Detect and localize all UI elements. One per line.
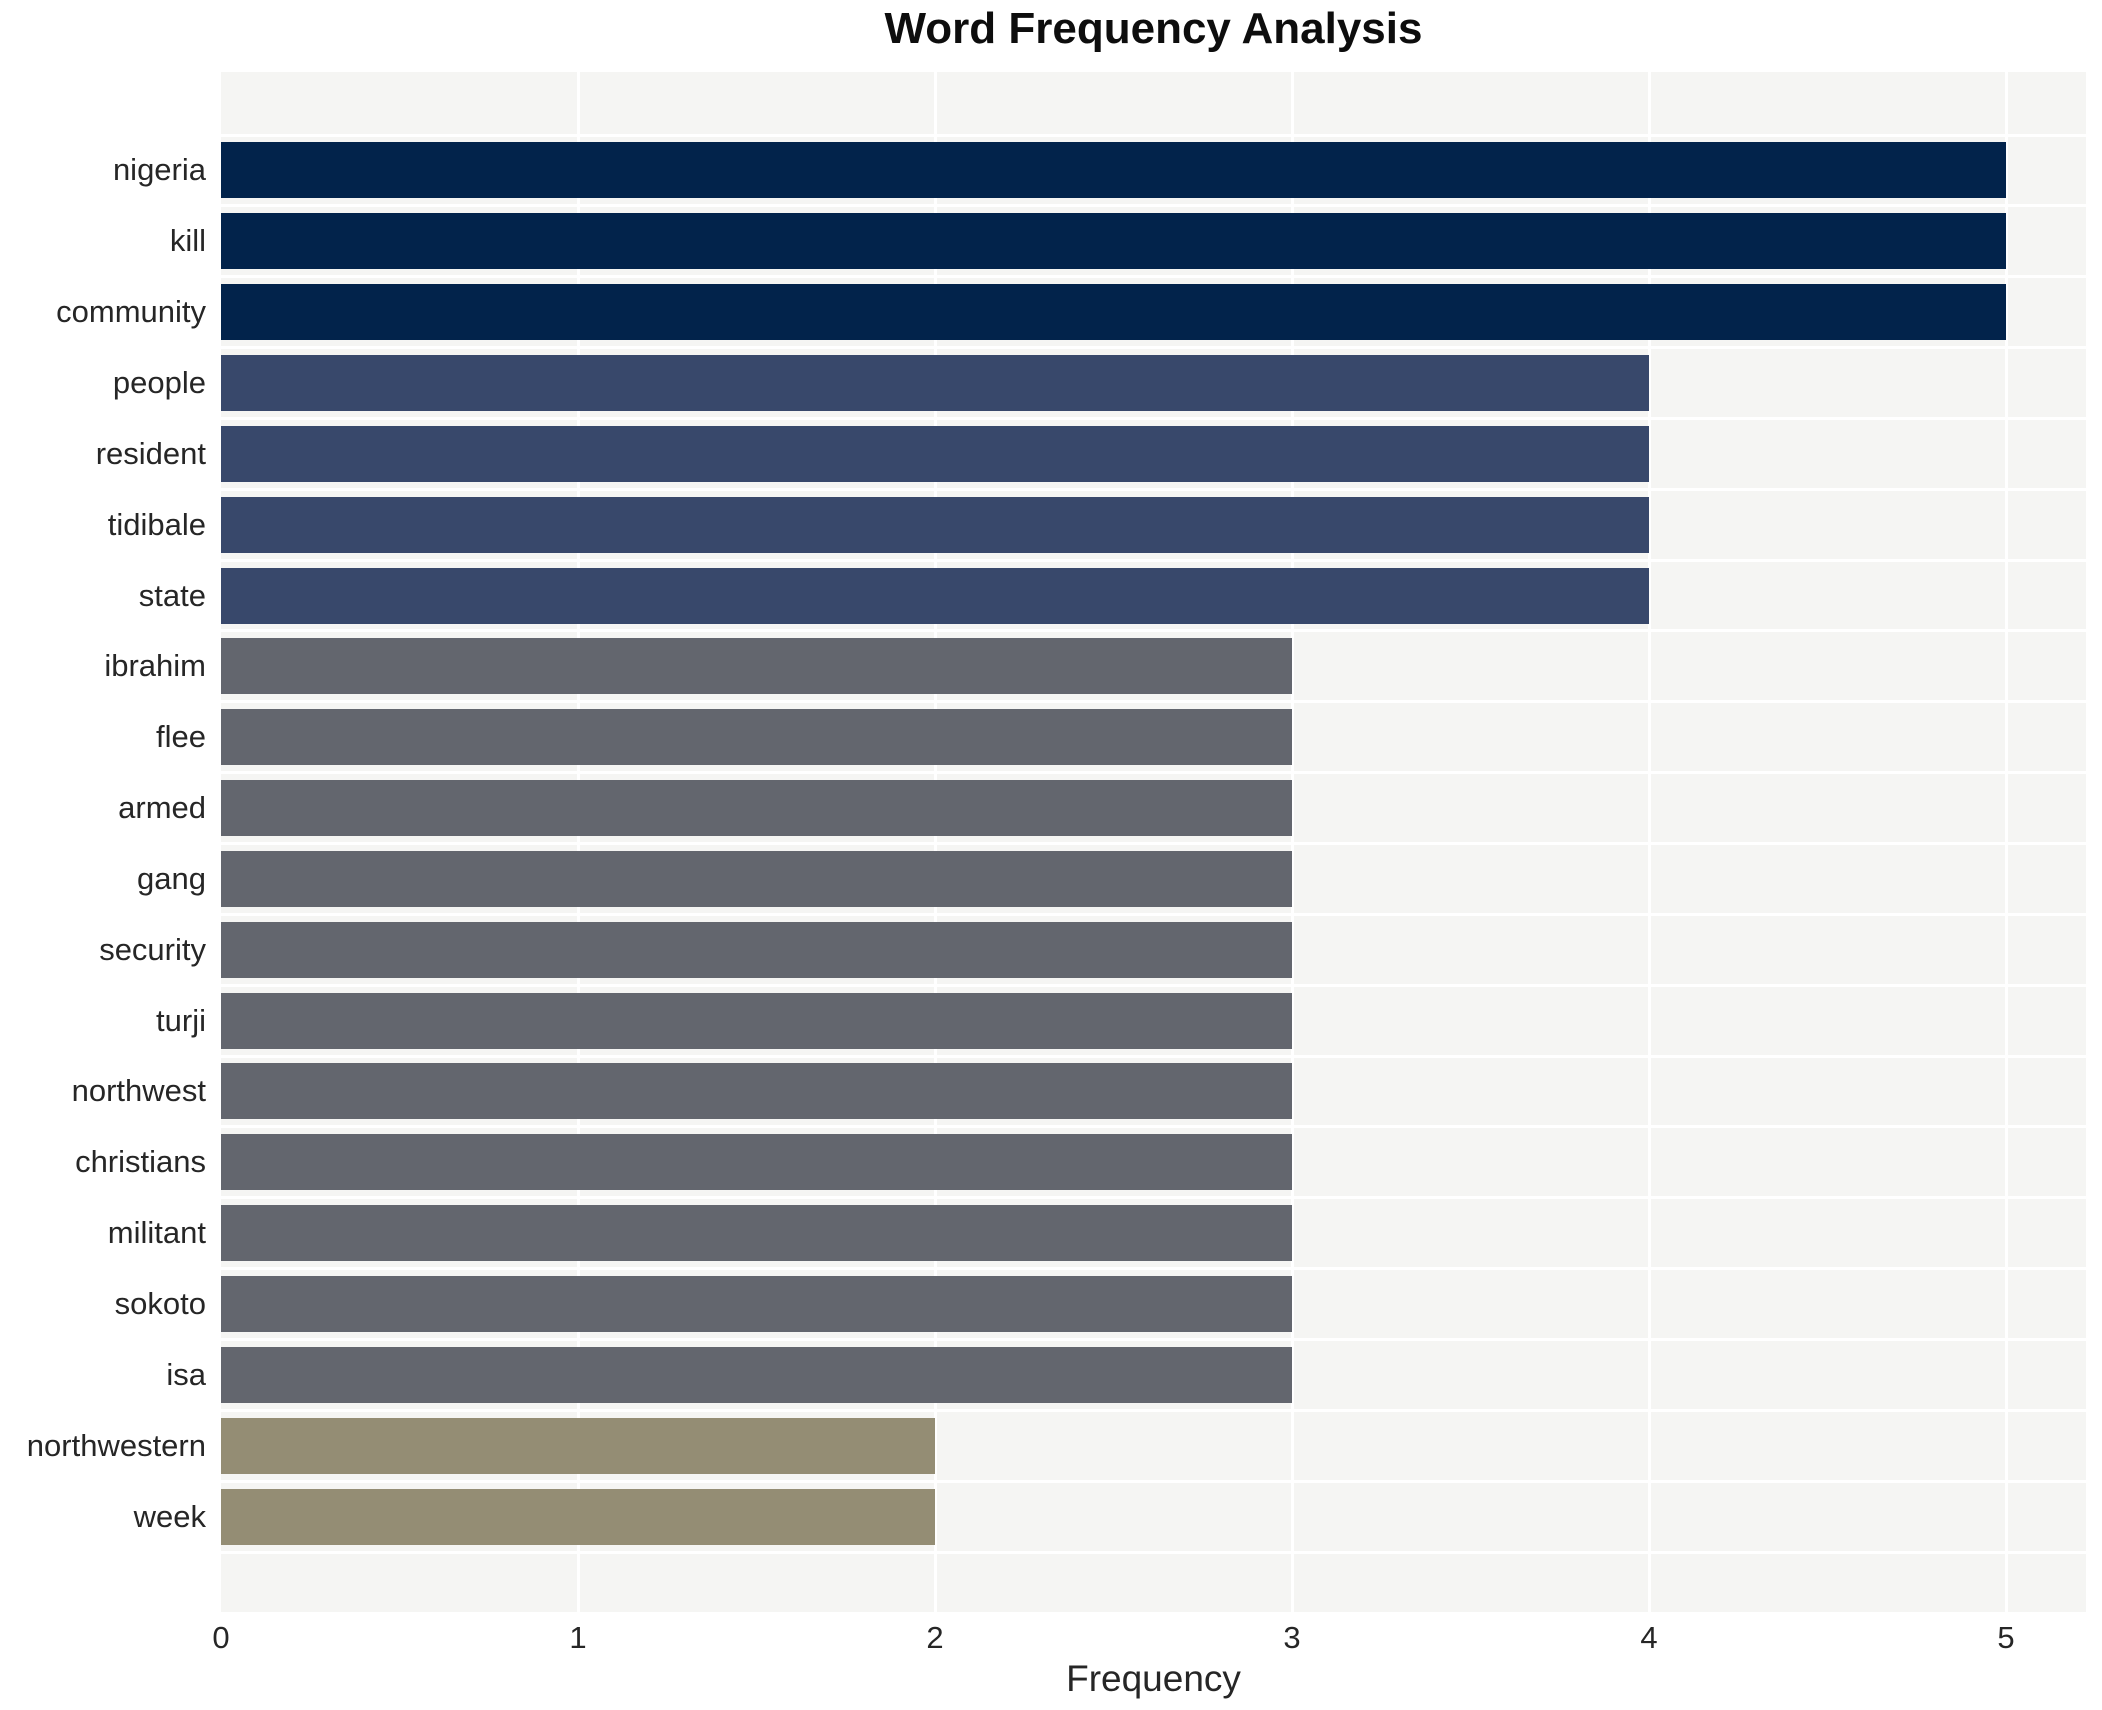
- vertical-gridline: [576, 72, 580, 1612]
- x-tick-label-5: 5: [1997, 1620, 2015, 1655]
- bar-nigeria: [221, 142, 2006, 199]
- horizontal-gridline: [221, 558, 2086, 562]
- x-tick-label-4: 4: [1640, 1620, 1658, 1655]
- bar-state: [221, 567, 1649, 624]
- bar-community: [221, 284, 2006, 341]
- y-tick-label-isa: isa: [166, 1356, 206, 1392]
- bar-sokoto: [221, 1276, 1292, 1333]
- y-tick-label-armed: armed: [118, 790, 206, 826]
- y-tick-label-community: community: [56, 294, 206, 330]
- y-tick-label-flee: flee: [156, 719, 206, 755]
- bar-tidibale: [221, 496, 1649, 553]
- horizontal-gridline: [221, 912, 2086, 916]
- x-tick-label-1: 1: [569, 1620, 587, 1655]
- horizontal-gridline: [221, 1479, 2086, 1483]
- vertical-gridline: [2004, 72, 2008, 1612]
- bar-christians: [221, 1134, 1292, 1191]
- horizontal-gridline: [221, 1054, 2086, 1058]
- horizontal-gridline: [221, 1125, 2086, 1129]
- bar-gang: [221, 850, 1292, 907]
- bar-armed: [221, 780, 1292, 837]
- bar-ibrahim: [221, 638, 1292, 695]
- bar-week: [221, 1488, 935, 1545]
- bar-northwestern: [221, 1417, 935, 1474]
- x-axis-title: Frequency: [1066, 1658, 1241, 1699]
- horizontal-gridline: [221, 842, 2086, 845]
- y-tick-label-security: security: [99, 931, 206, 967]
- horizontal-gridline: [221, 1408, 2086, 1412]
- y-tick-label-sokoto: sokoto: [114, 1286, 206, 1322]
- y-tick-label-ibrahim: ibrahim: [104, 648, 206, 684]
- y-tick-label-people: people: [112, 364, 206, 400]
- bar-militant: [221, 1205, 1292, 1262]
- horizontal-gridline: [221, 771, 2086, 775]
- y-tick-label-militant: militant: [107, 1215, 206, 1251]
- horizontal-gridline: [221, 700, 2086, 704]
- bar-flee: [221, 709, 1292, 766]
- horizontal-gridline: [221, 416, 2086, 420]
- horizontal-gridline: [221, 1267, 2086, 1271]
- bar-security: [221, 921, 1292, 978]
- plot-area: [221, 72, 2086, 1612]
- horizontal-gridline: [221, 629, 2086, 633]
- x-axis-ticks: 0 1 2 3 4 5: [212, 1620, 2086, 1660]
- y-tick-label-kill: kill: [169, 223, 206, 259]
- bar-northwest: [221, 1063, 1292, 1120]
- bar-kill: [221, 213, 2006, 270]
- horizontal-gridline: [221, 133, 2086, 137]
- vertical-gridline: [933, 72, 937, 1612]
- x-tick-label-3: 3: [1283, 1620, 1301, 1655]
- horizontal-gridline: [221, 346, 2086, 350]
- y-tick-label-northwestern: northwestern: [26, 1427, 206, 1463]
- y-tick-label-nigeria: nigeria: [112, 152, 206, 188]
- horizontal-gridline: [221, 487, 2086, 491]
- horizontal-gridline: [221, 204, 2086, 208]
- chart-title: Word Frequency Analysis: [884, 4, 1423, 53]
- y-axis-labels: nigeria kill community people resident tidiba…: [0, 72, 206, 1612]
- bar-people: [221, 354, 1649, 411]
- x-tick-label-2: 2: [926, 1620, 944, 1655]
- horizontal-gridline: [221, 1550, 2086, 1554]
- y-tick-label-turji: turji: [156, 1002, 206, 1038]
- y-tick-label-resident: resident: [95, 435, 206, 471]
- y-tick-label-state: state: [138, 577, 206, 613]
- bar-resident: [221, 425, 1649, 482]
- vertical-gridline: [1290, 72, 1294, 1612]
- y-tick-label-tidibale: tidibale: [107, 506, 206, 542]
- horizontal-gridline: [221, 1337, 2086, 1341]
- x-tick-label-0: 0: [212, 1620, 230, 1655]
- bar-turji: [221, 992, 1292, 1049]
- y-tick-label-gang: gang: [137, 860, 206, 896]
- y-tick-label-northwest: northwest: [71, 1073, 206, 1109]
- y-tick-label-week: week: [133, 1498, 206, 1534]
- horizontal-gridline: [221, 1196, 2086, 1200]
- y-tick-label-christians: christians: [75, 1144, 206, 1180]
- horizontal-gridline: [221, 983, 2086, 987]
- horizontal-gridline: [221, 275, 2086, 279]
- bar-isa: [221, 1346, 1292, 1403]
- vertical-gridline: [1647, 72, 1651, 1612]
